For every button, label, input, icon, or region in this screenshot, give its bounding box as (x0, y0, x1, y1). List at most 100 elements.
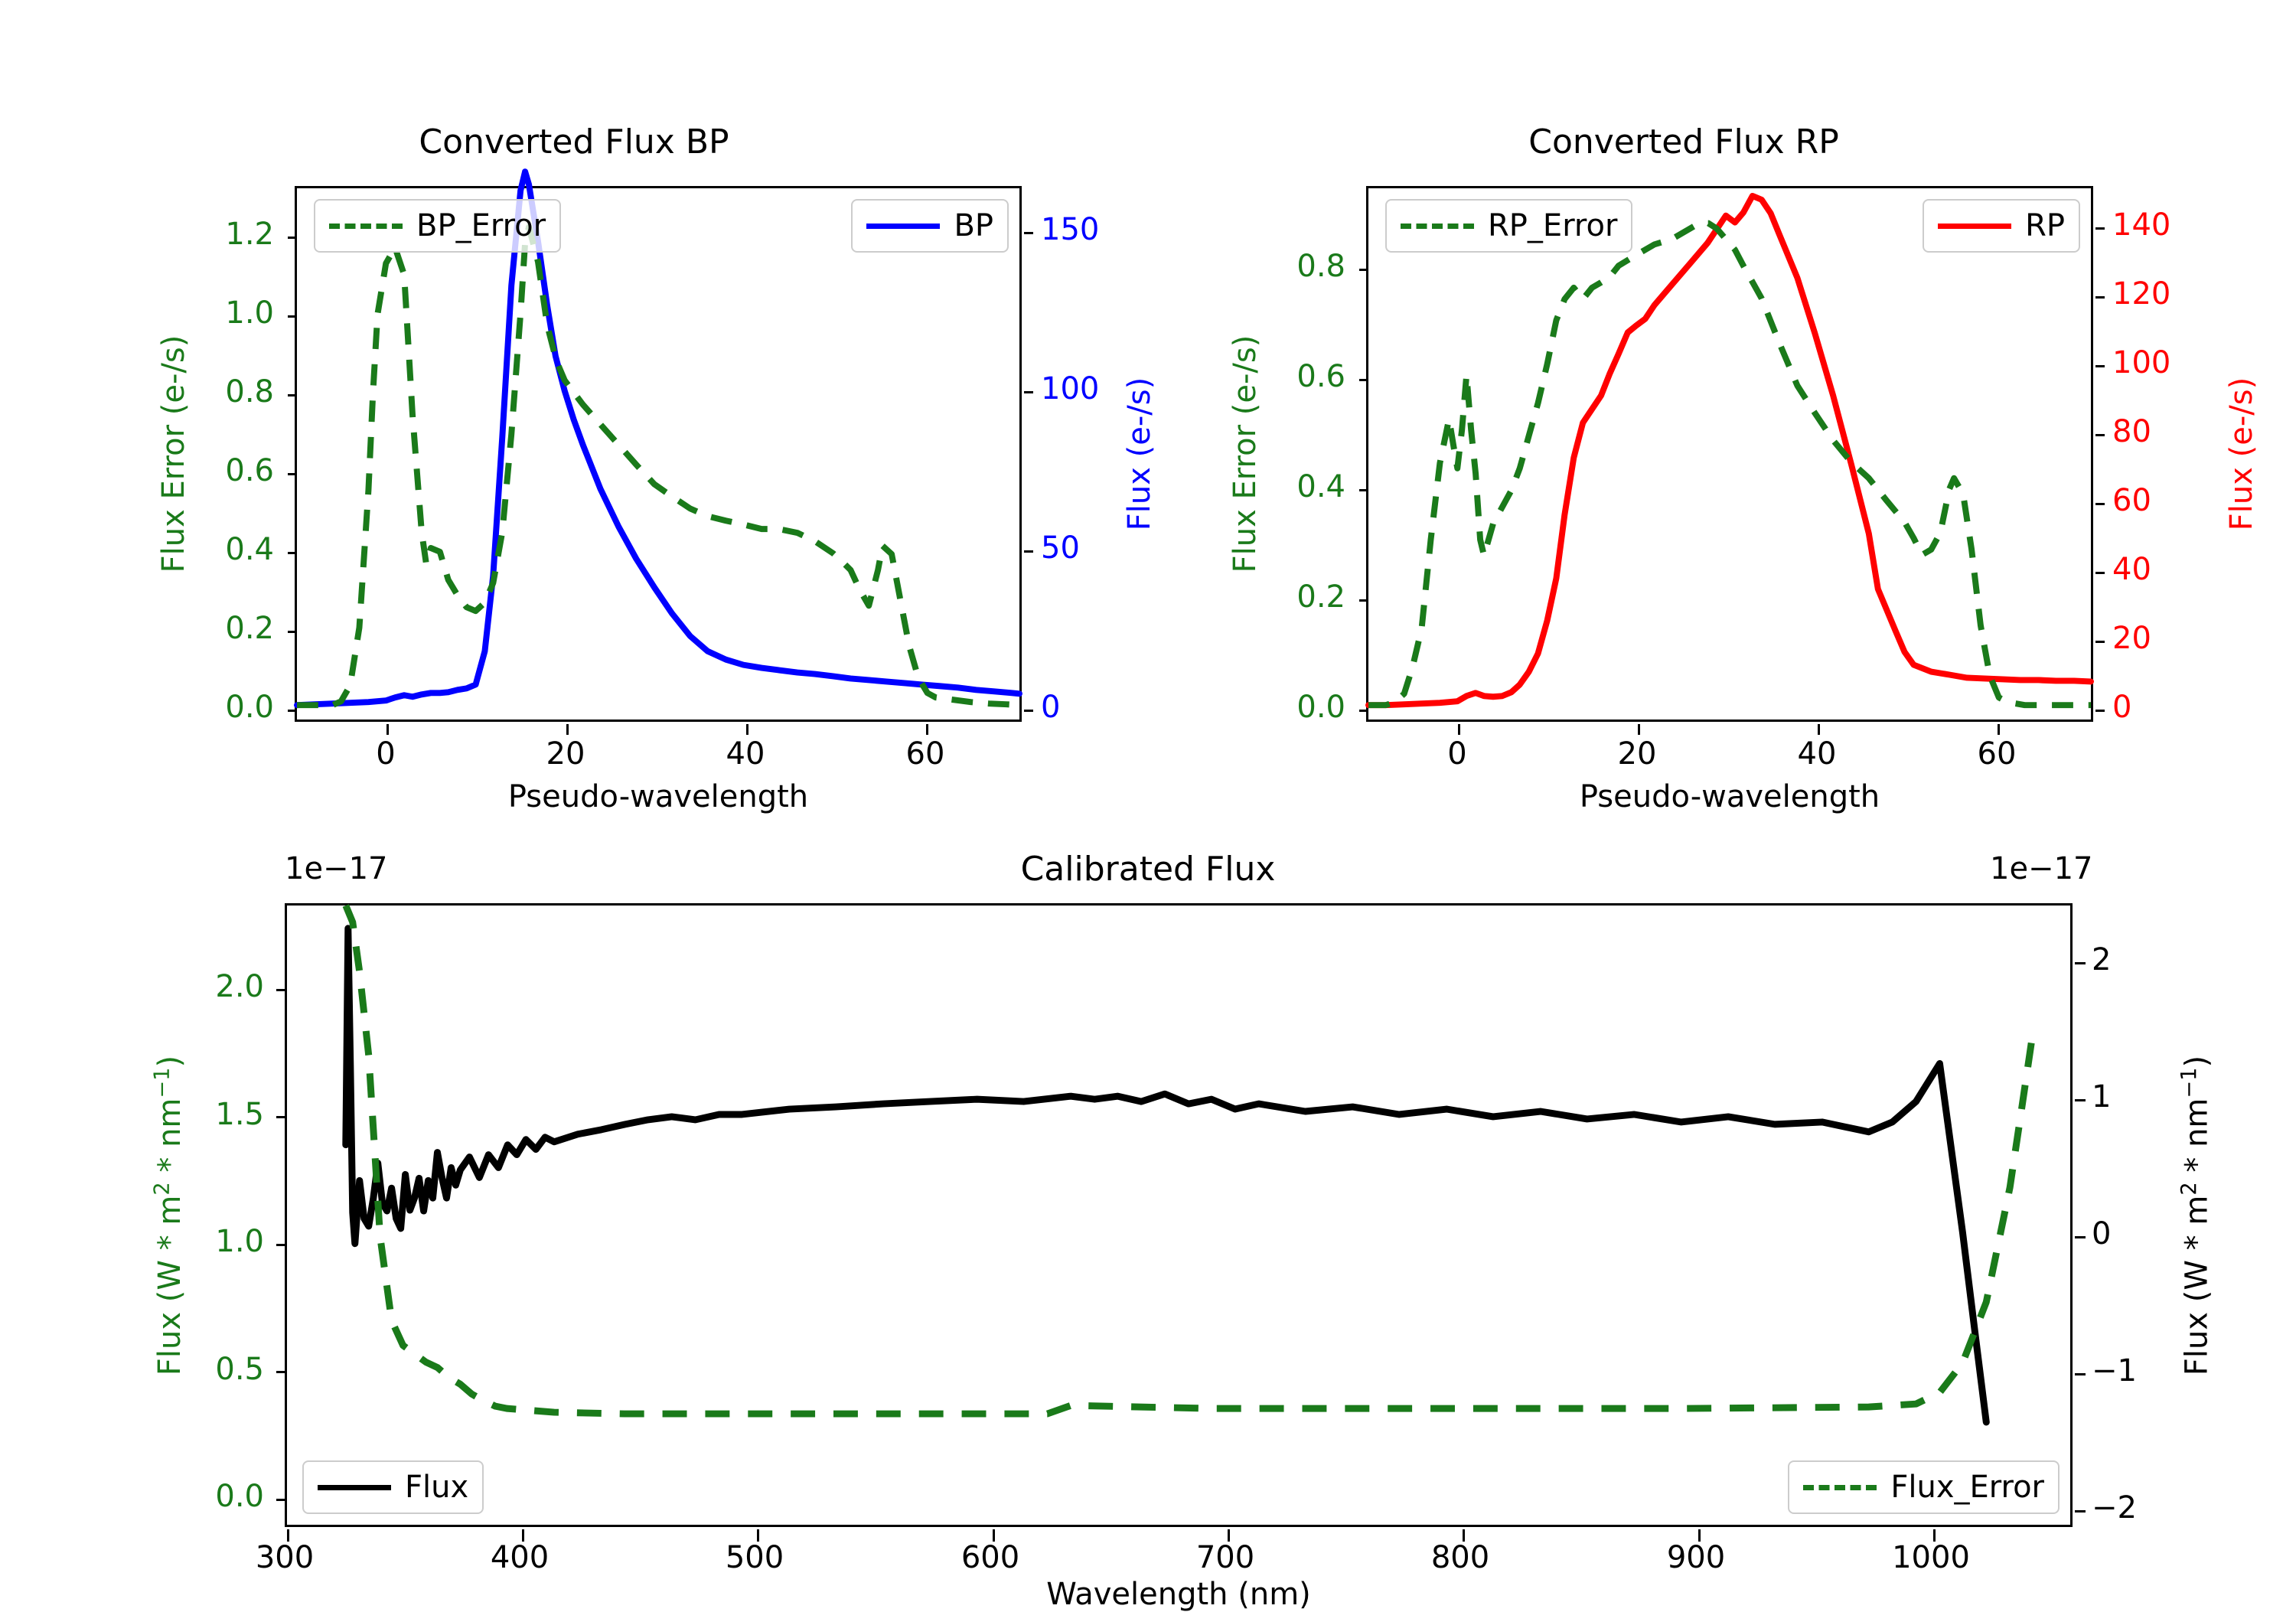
bp-xtick-label-1: 20 (546, 736, 585, 772)
cal-ytick-left-4 (276, 989, 287, 991)
rp-ytick-label-right-3: 60 (2112, 483, 2151, 518)
cal-ylabel-right: Flux (W * m2 * nm−1) (2177, 1055, 2215, 1376)
cal-offset-right: 1e−17 (1990, 851, 2093, 886)
rp-ylabel-right: Flux (e-/s) (2224, 377, 2259, 531)
cal-flux-legend-swatch (318, 1484, 391, 1490)
cal-ylabel-left: Flux (W * m2 * nm−1) (150, 1055, 188, 1376)
rp-error-legend[interactable]: RP_Error (1385, 199, 1633, 253)
cal-xtick-4 (1228, 1529, 1230, 1542)
cal-flux-error-legend[interactable]: Flux_Error (1788, 1460, 2060, 1514)
rp-xtick-label-0: 0 (1447, 736, 1467, 772)
cal-axes: Flux Flux_Error (276, 903, 2086, 1542)
bp-ytick-right-3 (1024, 232, 1033, 234)
rp-xtick-label-2: 40 (1797, 736, 1837, 772)
bp-ytick-right-2 (1024, 391, 1033, 393)
cal-ytick-right-3 (2075, 1099, 2086, 1101)
bp-xtick-label-0: 0 (376, 736, 396, 772)
bp-error-line (297, 224, 1020, 709)
bp-ytick-label-left-4: 0.8 (225, 374, 274, 410)
cal-xtick-5 (1463, 1529, 1465, 1542)
cal-flux-legend-label: Flux (405, 1470, 469, 1505)
cal-ytick-label-right-3: 1 (2092, 1079, 2112, 1114)
cal-xtick-3 (993, 1529, 995, 1542)
cal-xtick-6 (1698, 1529, 1701, 1542)
rp-xtick-3 (1998, 724, 2000, 735)
cal-ytick-right-1 (2075, 1373, 2086, 1375)
bp-ytick-left-4 (288, 394, 297, 396)
bp-xtick-label-2: 40 (726, 736, 765, 772)
bp-flux-legend[interactable]: BP (851, 199, 1009, 253)
rp-ytick-label-left-4: 0.8 (1296, 249, 1345, 284)
cal-ytick-label-left-1: 0.5 (215, 1352, 264, 1387)
panel-converted-flux-rp: Converted Flux RP (1148, 0, 2296, 814)
cal-ytick-left-3 (276, 1116, 287, 1118)
rp-ytick-right-1 (2095, 641, 2105, 643)
bp-ytick-right-1 (1024, 550, 1033, 553)
rp-ytick-left-4 (1359, 269, 1368, 271)
cal-flux-error-line (342, 904, 2037, 1418)
rp-ytick-label-left-0: 0.0 (1296, 690, 1345, 725)
bp-ytick-label-right-1: 50 (1041, 530, 1080, 566)
cal-xtick-1 (522, 1529, 524, 1542)
bp-ytick-label-right-3: 150 (1041, 212, 1100, 247)
bp-xlabel: Pseudo-wavelength (507, 779, 809, 814)
rp-ytick-left-0 (1359, 710, 1368, 712)
rp-xtick-1 (1638, 724, 1640, 735)
rp-xtick-label-3: 60 (1977, 736, 2017, 772)
bp-ytick-left-3 (288, 473, 297, 475)
rp-ytick-right-6 (2095, 296, 2105, 299)
bp-error-legend[interactable]: BP_Error (314, 199, 562, 253)
rp-ytick-left-2 (1359, 489, 1368, 491)
rp-ytick-right-7 (2095, 227, 2105, 230)
rp-flux-legend[interactable]: RP (1923, 199, 2080, 253)
bp-xtick-1 (566, 724, 569, 735)
rp-panel-title: Converted Flux RP (1528, 122, 1839, 162)
bp-ytick-left-6 (288, 237, 297, 239)
bp-flux-legend-label: BP (954, 208, 993, 243)
rp-error-legend-swatch (1401, 223, 1474, 229)
bp-ytick-label-left-5: 1.0 (225, 295, 274, 331)
cal-xtick-label-5: 800 (1430, 1540, 1490, 1575)
bp-ytick-label-right-0: 0 (1041, 690, 1061, 725)
rp-ytick-label-right-1: 20 (2112, 621, 2151, 656)
cal-xtick-7 (1933, 1529, 1936, 1542)
bp-plot-area (294, 168, 1022, 709)
bp-ytick-label-left-0: 0.0 (225, 690, 274, 725)
cal-flux-legend[interactable]: Flux (302, 1460, 484, 1514)
cal-xtick-label-2: 500 (725, 1540, 784, 1575)
cal-xtick-label-6: 900 (1666, 1540, 1726, 1575)
bp-axes: BP_Error BP (288, 168, 1033, 735)
rp-ytick-right-0 (2095, 710, 2105, 712)
rp-error-legend-label: RP_Error (1488, 208, 1618, 243)
rp-axes: RP_Error RP (1359, 186, 2105, 735)
cal-flux-error-legend-swatch (1803, 1484, 1877, 1490)
bp-xtick-2 (746, 724, 748, 735)
bp-error-legend-swatch (329, 223, 403, 229)
cal-xtick-label-4: 700 (1195, 1540, 1255, 1575)
bp-ytick-label-left-3: 0.6 (225, 453, 274, 488)
cal-flux-error-legend-label: Flux_Error (1890, 1470, 2044, 1505)
bp-xtick-0 (386, 724, 389, 735)
bp-error-legend-label: BP_Error (416, 208, 546, 243)
rp-ytick-label-left-2: 0.4 (1296, 469, 1345, 504)
bp-panel-title: Converted Flux BP (419, 122, 729, 162)
rp-flux-legend-swatch (1938, 223, 2012, 229)
cal-xtick-label-0: 300 (255, 1540, 315, 1575)
rp-ytick-label-right-6: 120 (2112, 276, 2171, 312)
bp-ytick-left-5 (288, 315, 297, 318)
cal-ytick-label-left-3: 1.5 (215, 1097, 264, 1132)
bp-ytick-label-left-6: 1.2 (225, 217, 274, 252)
cal-xtick-0 (287, 1529, 289, 1542)
rp-ytick-label-right-7: 140 (2112, 207, 2171, 243)
bp-ytick-left-1 (288, 631, 297, 633)
bp-ytick-right-0 (1024, 710, 1033, 712)
cal-ytick-label-left-4: 2.0 (215, 969, 264, 1004)
cal-ytick-right-0 (2075, 1510, 2086, 1512)
cal-xtick-label-3: 600 (960, 1540, 1020, 1575)
cal-ytick-label-right-2: 0 (2092, 1216, 2112, 1251)
cal-ytick-label-right-1: −1 (2092, 1353, 2137, 1388)
rp-ytick-left-1 (1359, 599, 1368, 602)
cal-xtick-2 (757, 1529, 759, 1542)
cal-ytick-right-4 (2075, 962, 2086, 964)
